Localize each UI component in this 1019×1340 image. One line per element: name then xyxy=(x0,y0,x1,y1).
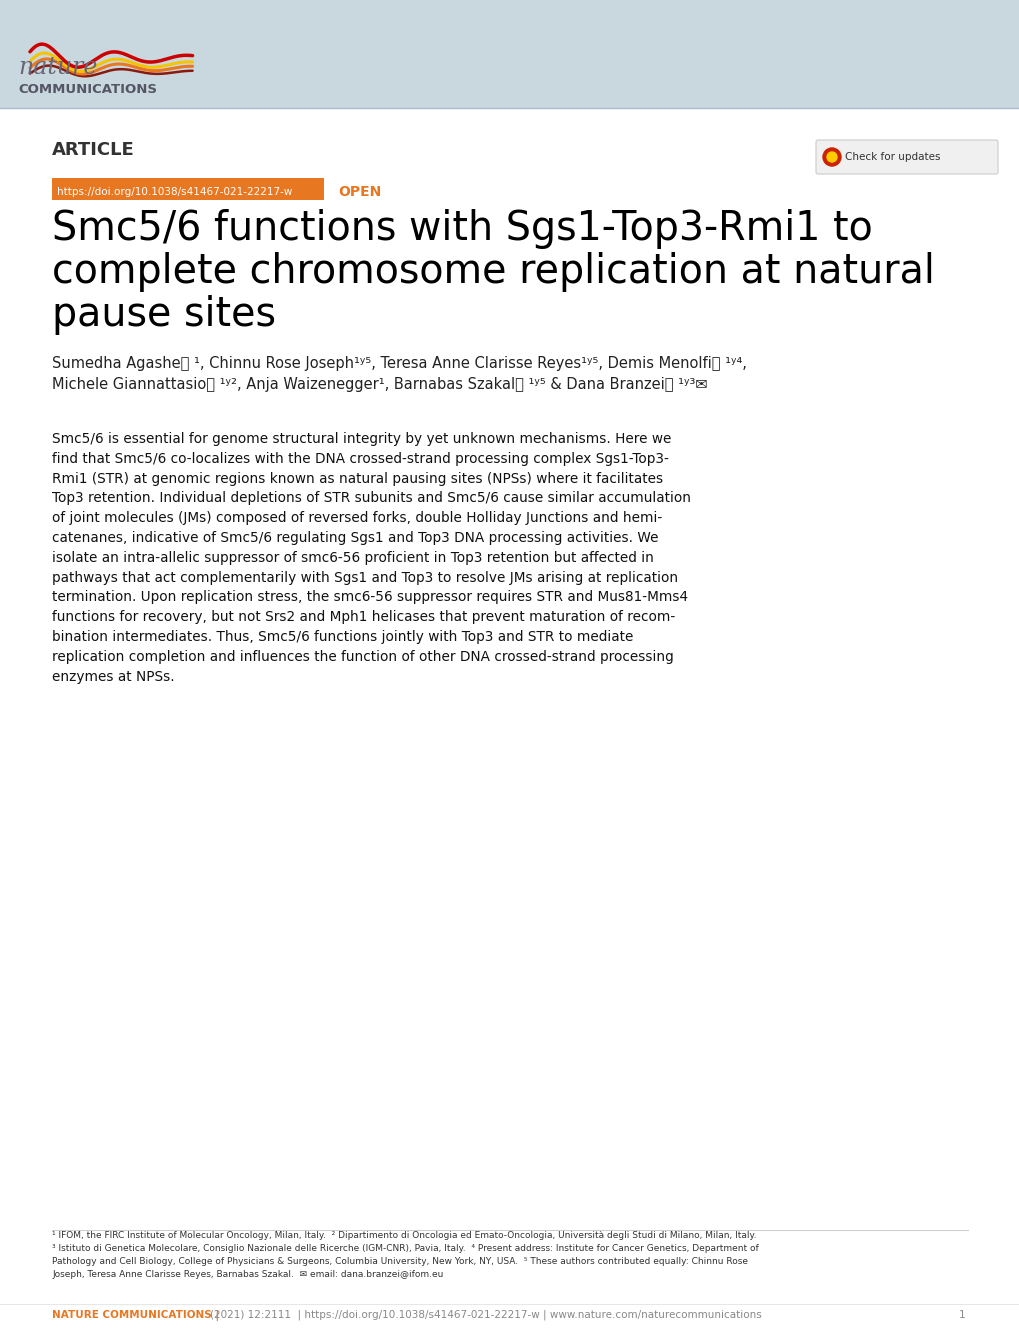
Text: Joseph, Teresa Anne Clarisse Reyes, Barnabas Szakal.  ✉ email: dana.branzei@ifom: Joseph, Teresa Anne Clarisse Reyes, Barn… xyxy=(52,1270,443,1278)
Text: replication completion and influences the function of other DNA crossed-strand p: replication completion and influences th… xyxy=(52,650,674,663)
Text: ¹ IFOM, the FIRC Institute of Molecular Oncology, Milan, Italy.  ² Dipartimento : ¹ IFOM, the FIRC Institute of Molecular … xyxy=(52,1231,756,1240)
Text: COMMUNICATIONS: COMMUNICATIONS xyxy=(18,83,157,96)
FancyBboxPatch shape xyxy=(815,139,997,174)
Text: https://doi.org/10.1038/s41467-021-22217-w: https://doi.org/10.1038/s41467-021-22217… xyxy=(57,188,292,197)
Text: of joint molecules (JMs) composed of reversed forks, double Holliday Junctions a: of joint molecules (JMs) composed of rev… xyxy=(52,511,661,525)
Text: bination intermediates. Thus, Smc5/6 functions jointly with Top3 and STR to medi: bination intermediates. Thus, Smc5/6 fun… xyxy=(52,630,633,645)
Text: enzymes at NPSs.: enzymes at NPSs. xyxy=(52,670,174,683)
Text: Smc5/6 is essential for genome structural integrity by yet unknown mechanisms. H: Smc5/6 is essential for genome structura… xyxy=(52,431,671,446)
Text: Sumedha Agasheⓘ ¹, Chinnu Rose Joseph¹ʸ⁵, Teresa Anne Clarisse Reyes¹ʸ⁵, Demis M: Sumedha Agasheⓘ ¹, Chinnu Rose Joseph¹ʸ⁵… xyxy=(52,356,746,371)
Text: complete chromosome replication at natural: complete chromosome replication at natur… xyxy=(52,252,934,292)
Text: OPEN: OPEN xyxy=(337,185,381,200)
Text: find that Smc5/6 co-localizes with the DNA crossed-strand processing complex Sgs: find that Smc5/6 co-localizes with the D… xyxy=(52,452,668,466)
Bar xyxy=(0,0,1019,109)
Text: Smc5/6 functions with Sgs1-Top3-Rmi1 to: Smc5/6 functions with Sgs1-Top3-Rmi1 to xyxy=(52,209,872,249)
Text: 1: 1 xyxy=(958,1311,964,1320)
Text: (2021) 12:2111  | https://doi.org/10.1038/s41467-021-22217-w | www.nature.com/na: (2021) 12:2111 | https://doi.org/10.1038… xyxy=(210,1311,761,1320)
Text: Top3 retention. Individual depletions of STR subunits and Smc5/6 cause similar a: Top3 retention. Individual depletions of… xyxy=(52,492,690,505)
Text: nature: nature xyxy=(18,56,97,79)
Text: pause sites: pause sites xyxy=(52,295,276,335)
Text: ARTICLE: ARTICLE xyxy=(52,141,135,159)
Text: Check for updates: Check for updates xyxy=(844,151,940,162)
Text: Michele Giannattasioⓘ ¹ʸ², Anja Waizenegger¹, Barnabas Szakalⓘ ¹ʸ⁵ & Dana Branze: Michele Giannattasioⓘ ¹ʸ², Anja Waizeneg… xyxy=(52,377,707,393)
Text: pathways that act complementarily with Sgs1 and Top3 to resolve JMs arising at r: pathways that act complementarily with S… xyxy=(52,571,678,584)
Text: NATURE COMMUNICATIONS |: NATURE COMMUNICATIONS | xyxy=(52,1311,219,1321)
Text: catenanes, indicative of Smc5/6 regulating Sgs1 and Top3 DNA processing activiti: catenanes, indicative of Smc5/6 regulati… xyxy=(52,531,658,545)
Text: isolate an intra-allelic suppressor of smc6-56 proficient in Top3 retention but : isolate an intra-allelic suppressor of s… xyxy=(52,551,653,564)
Bar xyxy=(52,178,324,200)
Text: Rmi1 (STR) at genomic regions known as natural pausing sites (NPSs) where it fac: Rmi1 (STR) at genomic regions known as n… xyxy=(52,472,662,485)
Circle shape xyxy=(822,147,841,166)
Text: termination. Upon replication stress, the smc6-56 suppressor requires STR and Mu: termination. Upon replication stress, th… xyxy=(52,591,688,604)
Text: functions for recovery, but not Srs2 and Mph1 helicases that prevent maturation : functions for recovery, but not Srs2 and… xyxy=(52,610,675,624)
Text: Pathology and Cell Biology, College of Physicians & Surgeons, Columbia Universit: Pathology and Cell Biology, College of P… xyxy=(52,1257,747,1266)
Circle shape xyxy=(826,151,837,162)
Text: ³ Istituto di Genetica Molecolare, Consiglio Nazionale delle Ricerche (IGM-CNR),: ³ Istituto di Genetica Molecolare, Consi… xyxy=(52,1244,758,1253)
